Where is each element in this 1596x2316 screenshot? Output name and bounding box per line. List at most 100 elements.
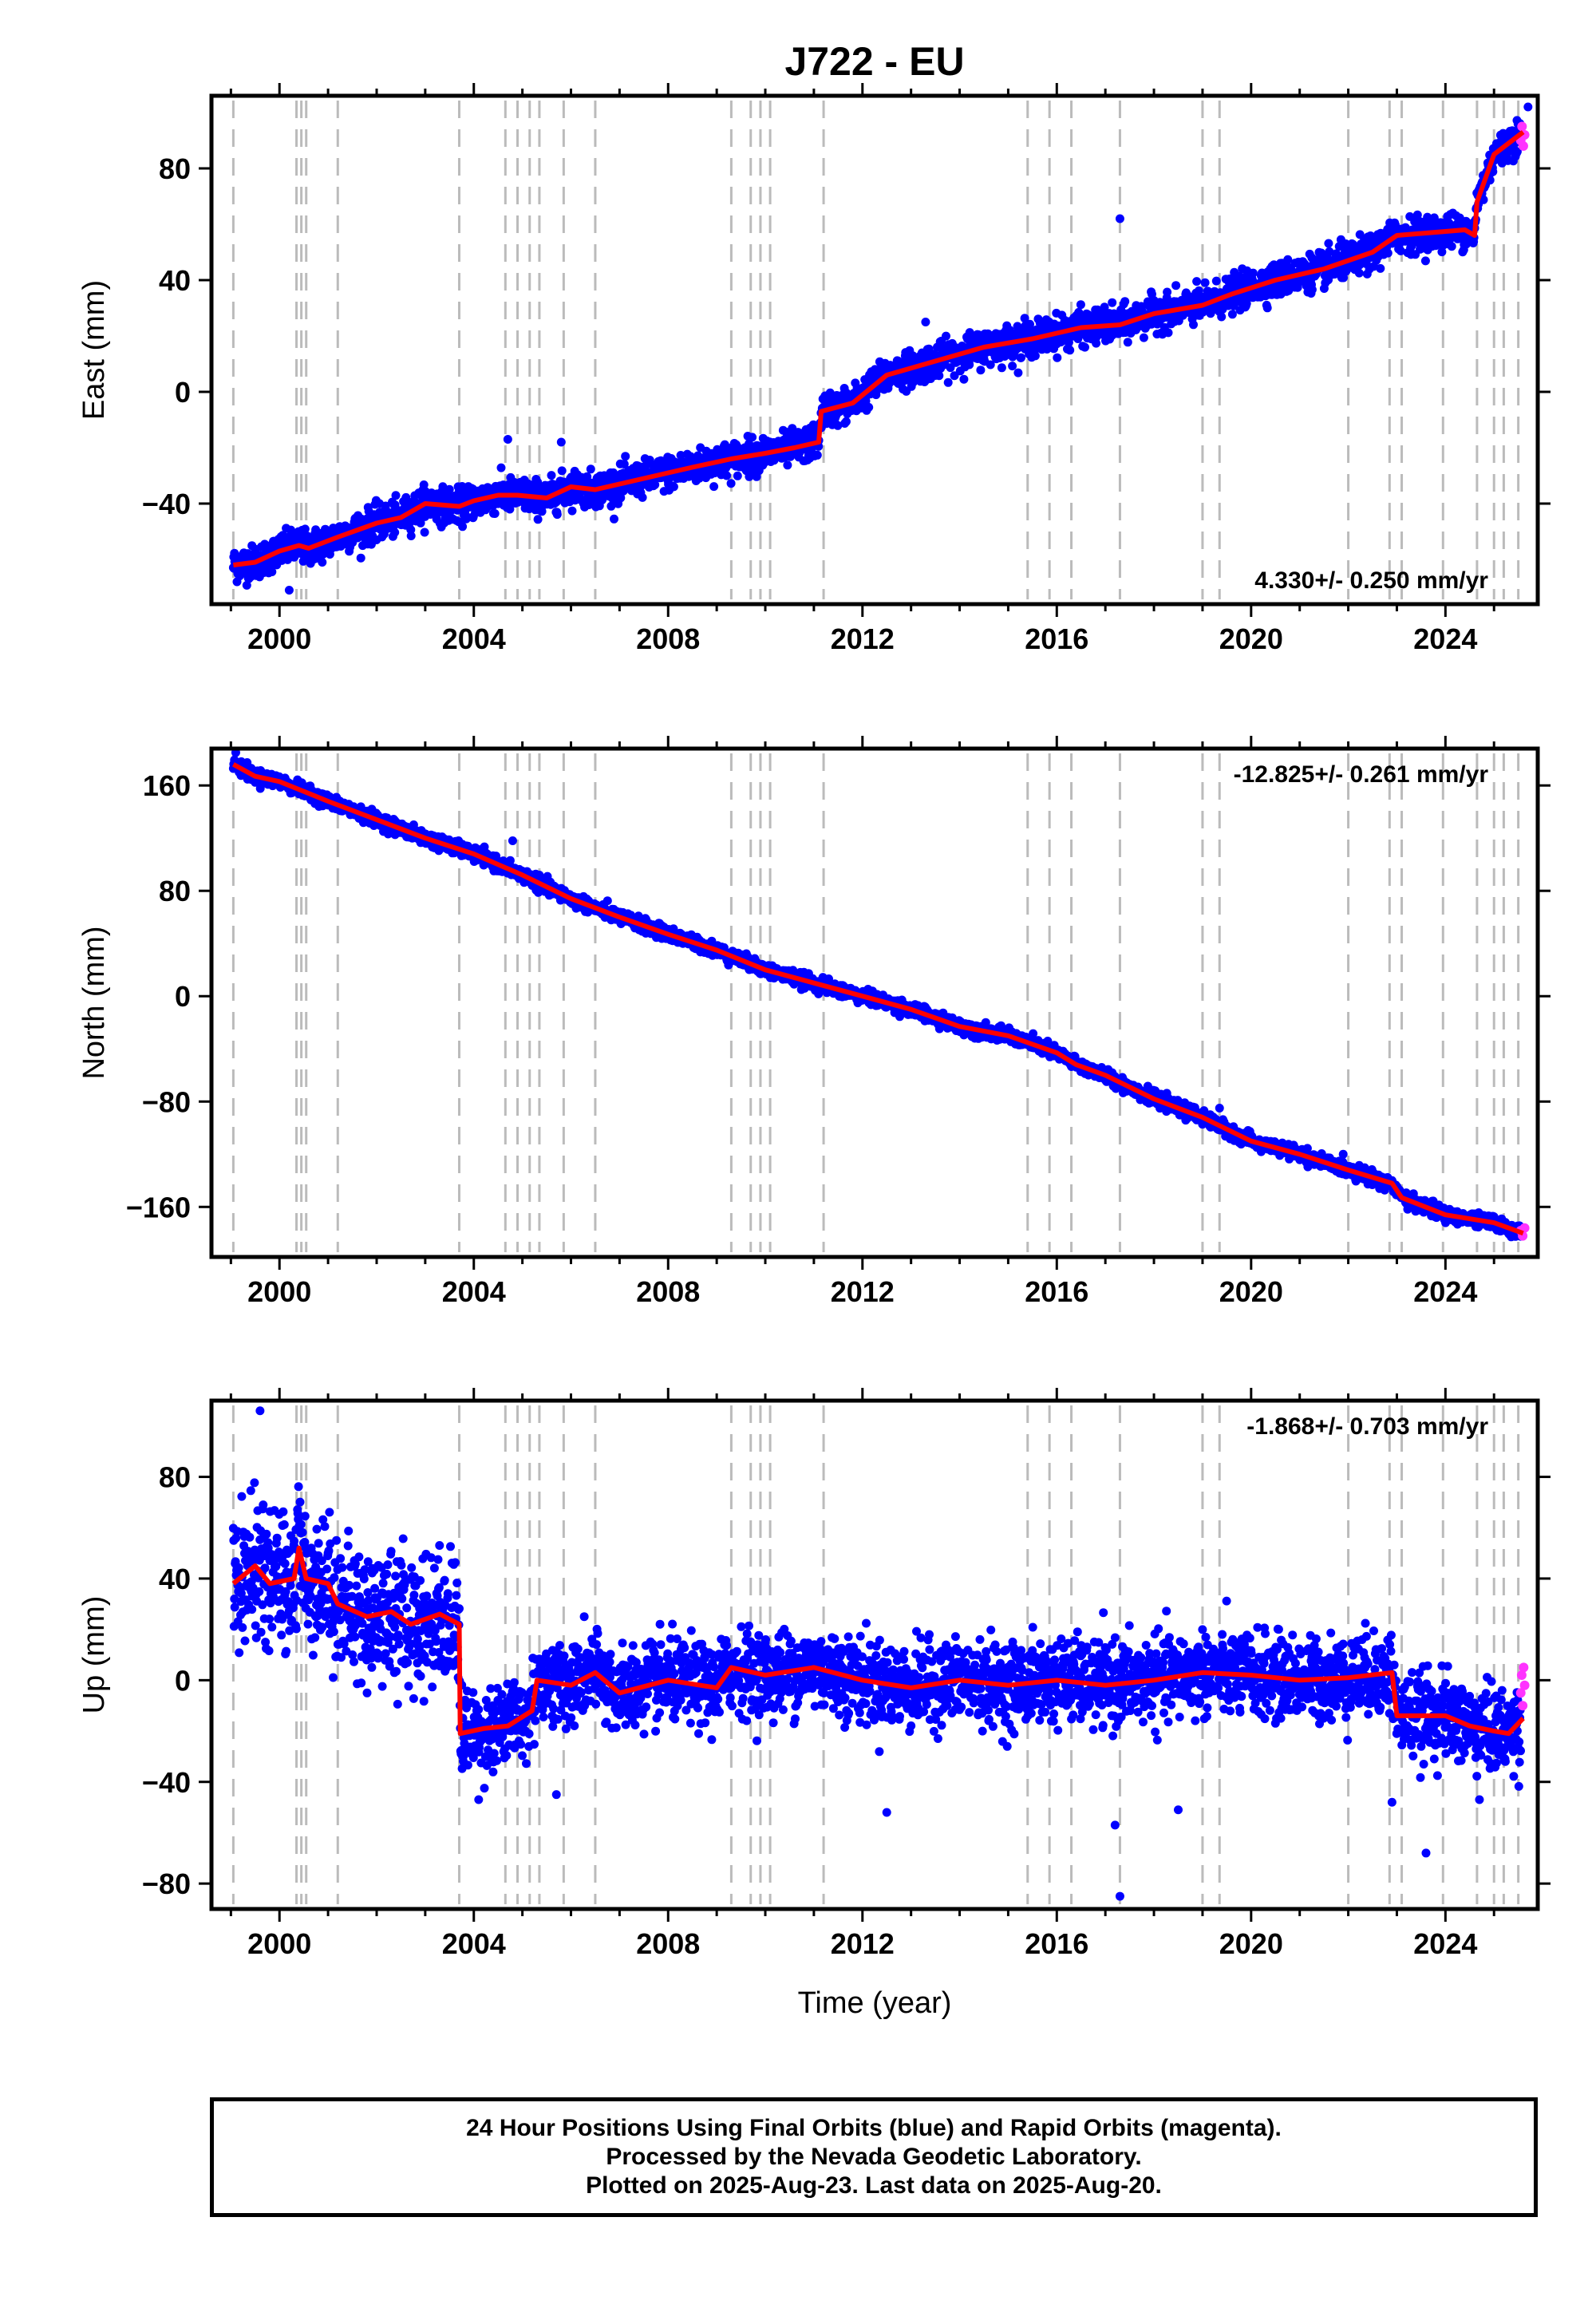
- data-point: [458, 522, 468, 532]
- panel-east: 2000 2004 2008 2012 2016 2020 2024−4004080East…: [77, 83, 1551, 655]
- data-point: [461, 514, 471, 524]
- data-point: [1192, 277, 1202, 287]
- x-tick-label: 2004: [442, 622, 506, 655]
- data-point: [1020, 314, 1029, 323]
- data-point: [934, 371, 944, 381]
- data-point: [602, 896, 612, 906]
- y-tick-label: 0: [175, 376, 191, 409]
- data-point: [1064, 338, 1073, 347]
- x-tick-label: 2000: [247, 622, 311, 655]
- rapid-orbit-points: [1515, 121, 1530, 151]
- data-point: [942, 331, 950, 341]
- data-point: [1200, 278, 1210, 287]
- figure-title: J722 - EU: [784, 39, 964, 84]
- data-point: [552, 510, 562, 520]
- data-point: [1354, 268, 1364, 278]
- data-point: [356, 553, 365, 563]
- data-point: [1479, 195, 1488, 204]
- data-point: [943, 377, 953, 387]
- x-tick-label: 2012: [831, 622, 895, 655]
- data-point: [1376, 263, 1385, 273]
- rapid-point: [1518, 141, 1528, 151]
- data-point: [267, 567, 277, 576]
- data-point: [959, 374, 969, 384]
- data-point: [547, 471, 556, 480]
- data-point: [722, 471, 732, 480]
- data-point: [864, 402, 874, 412]
- data-point: [1420, 256, 1430, 266]
- data-point: [908, 377, 918, 387]
- data-point: [242, 580, 251, 590]
- data-point: [1307, 285, 1317, 294]
- data-point: [505, 856, 515, 865]
- data-point: [638, 492, 647, 502]
- data-point: [534, 887, 543, 897]
- data-point: [733, 471, 742, 480]
- data-point: [1324, 239, 1333, 248]
- data-point: [1283, 255, 1293, 264]
- data-point: [1013, 368, 1023, 377]
- x-tick-label: 2008: [636, 622, 700, 655]
- data-point: [1163, 287, 1172, 297]
- data-point: [490, 509, 500, 518]
- data-point: [669, 482, 678, 492]
- data-point: [1447, 242, 1456, 251]
- data-point: [286, 525, 295, 535]
- data-point: [1108, 298, 1117, 307]
- data-point: [1171, 281, 1181, 290]
- data-point: [1120, 297, 1130, 306]
- data-point: [1293, 283, 1302, 292]
- data-point: [709, 482, 719, 492]
- data-point: [1030, 351, 1040, 361]
- rapid-point: [1517, 121, 1527, 132]
- data-point: [1017, 353, 1026, 362]
- y-tick-label: 80: [159, 152, 191, 185]
- data-point: [1262, 303, 1272, 313]
- data-point: [533, 477, 543, 487]
- data-point: [1092, 338, 1101, 348]
- data-point: [567, 506, 577, 516]
- data-point: [406, 532, 416, 540]
- model-fit-line: [233, 130, 1525, 567]
- data-point: [1227, 310, 1237, 319]
- data-point: [1325, 247, 1334, 256]
- data-point: [965, 360, 974, 370]
- data-point: [1189, 320, 1198, 330]
- x-tick-label: 2024: [1413, 622, 1477, 655]
- outlier-point: [1523, 102, 1533, 112]
- data-point: [300, 524, 310, 534]
- final-orbit-points: [228, 749, 1525, 1242]
- data-point: [496, 463, 506, 472]
- data-point: [1053, 353, 1062, 362]
- data-point: [1065, 346, 1075, 355]
- data-point: [606, 501, 616, 511]
- outlier-point: [1115, 214, 1124, 223]
- panel-north: 2000 2004 2008 2012 2016 2020 2024−160−8008016…: [77, 736, 1551, 1308]
- data-point: [812, 450, 822, 460]
- data-point: [619, 460, 629, 468]
- data-point: [391, 491, 401, 500]
- data-point: [1163, 328, 1173, 338]
- outlier-point: [503, 435, 512, 444]
- plot-frame: [209, 93, 1540, 607]
- data-point: [586, 464, 595, 474]
- data-point: [976, 366, 986, 375]
- data-point: [557, 466, 567, 476]
- event-lines: [231, 101, 1520, 599]
- data-point: [621, 452, 630, 461]
- data-point: [1080, 342, 1089, 352]
- data-point: [650, 480, 660, 489]
- outlier-point: [284, 586, 294, 595]
- data-point: [1396, 246, 1405, 255]
- data-point: [841, 417, 851, 426]
- data-point: [419, 480, 429, 489]
- data-point: [390, 528, 400, 537]
- data-point: [318, 558, 327, 567]
- data-point: [748, 433, 757, 442]
- data-point: [416, 518, 425, 528]
- data-point: [420, 528, 429, 537]
- data-point: [783, 460, 792, 470]
- data-point: [1076, 300, 1085, 310]
